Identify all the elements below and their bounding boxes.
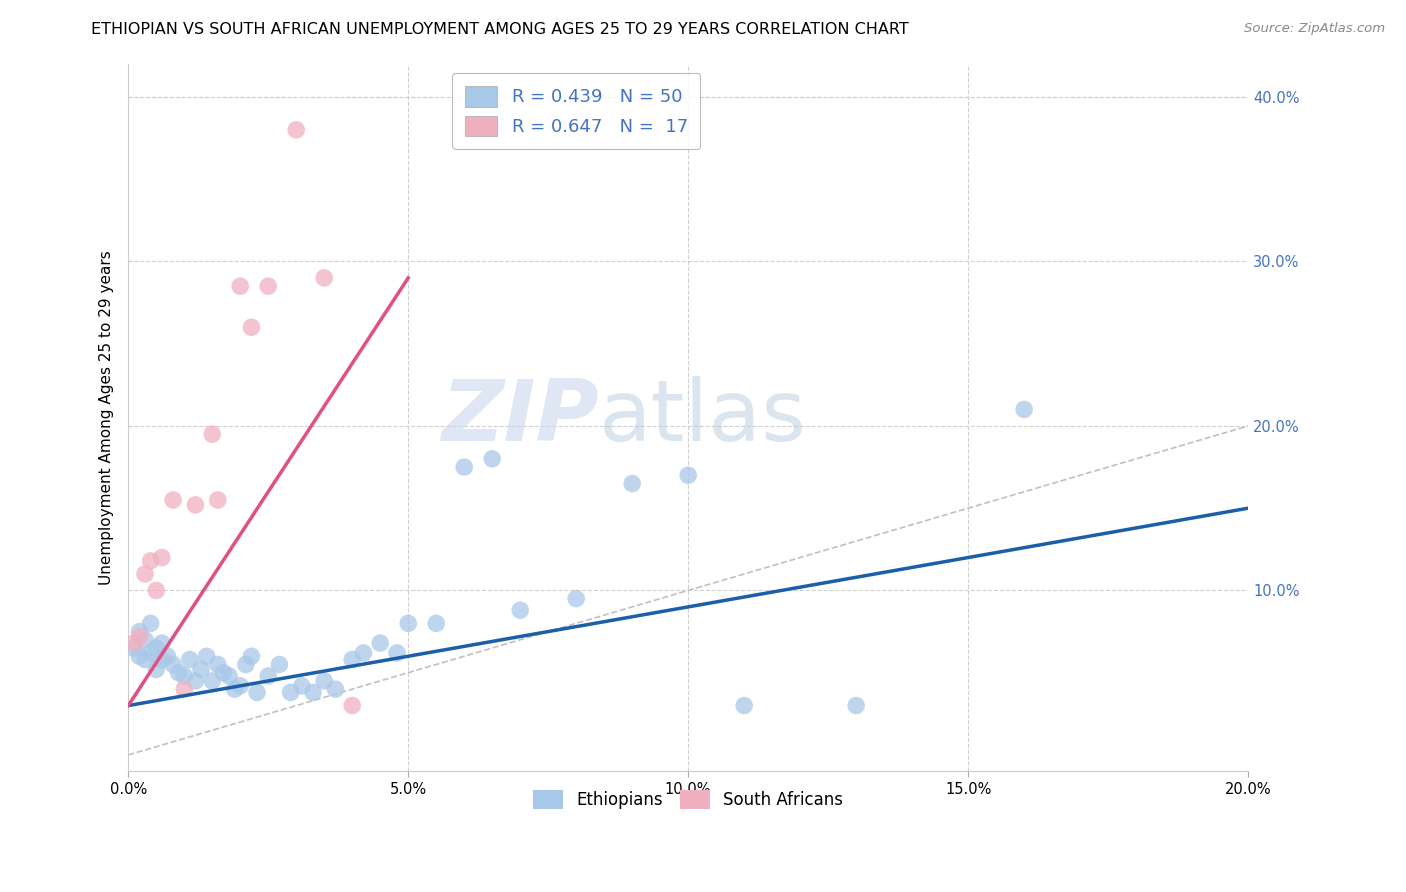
Y-axis label: Unemployment Among Ages 25 to 29 years: Unemployment Among Ages 25 to 29 years bbox=[100, 251, 114, 585]
Point bbox=[139, 616, 162, 631]
Point bbox=[134, 632, 156, 647]
Point bbox=[128, 649, 150, 664]
Point bbox=[385, 646, 408, 660]
Point bbox=[201, 427, 224, 442]
Point bbox=[257, 669, 280, 683]
Point bbox=[235, 657, 257, 672]
Point bbox=[128, 624, 150, 639]
Point bbox=[621, 476, 644, 491]
Point bbox=[396, 616, 419, 631]
Point bbox=[195, 649, 218, 664]
Point bbox=[291, 679, 314, 693]
Point bbox=[145, 583, 167, 598]
Point bbox=[257, 279, 280, 293]
Point bbox=[224, 682, 246, 697]
Point bbox=[179, 652, 201, 666]
Point bbox=[145, 640, 167, 655]
Point bbox=[240, 320, 263, 334]
Point bbox=[733, 698, 755, 713]
Point bbox=[134, 566, 156, 581]
Point bbox=[1012, 402, 1035, 417]
Point bbox=[314, 271, 336, 285]
Point bbox=[368, 636, 391, 650]
Point bbox=[167, 665, 190, 680]
Point bbox=[229, 279, 252, 293]
Point bbox=[150, 550, 173, 565]
Point bbox=[229, 679, 252, 693]
Point bbox=[352, 646, 374, 660]
Point bbox=[845, 698, 868, 713]
Point bbox=[162, 657, 184, 672]
Point bbox=[139, 554, 162, 568]
Point bbox=[314, 673, 336, 688]
Point bbox=[173, 669, 195, 683]
Point bbox=[453, 460, 475, 475]
Point bbox=[207, 493, 229, 508]
Point bbox=[285, 123, 308, 137]
Point bbox=[218, 669, 240, 683]
Point bbox=[280, 685, 302, 699]
Point bbox=[269, 657, 291, 672]
Point bbox=[246, 685, 269, 699]
Point bbox=[162, 493, 184, 508]
Point bbox=[184, 673, 207, 688]
Point bbox=[240, 649, 263, 664]
Point bbox=[425, 616, 447, 631]
Point bbox=[509, 603, 531, 617]
Text: Source: ZipAtlas.com: Source: ZipAtlas.com bbox=[1244, 22, 1385, 36]
Point bbox=[145, 662, 167, 676]
Point bbox=[201, 673, 224, 688]
Point bbox=[481, 451, 503, 466]
Point bbox=[122, 636, 145, 650]
Point bbox=[122, 640, 145, 655]
Text: atlas: atlas bbox=[599, 376, 807, 459]
Point bbox=[207, 657, 229, 672]
Legend: Ethiopians, South Africans: Ethiopians, South Africans bbox=[526, 783, 849, 816]
Point bbox=[150, 636, 173, 650]
Text: ETHIOPIAN VS SOUTH AFRICAN UNEMPLOYMENT AMONG AGES 25 TO 29 YEARS CORRELATION CH: ETHIOPIAN VS SOUTH AFRICAN UNEMPLOYMENT … bbox=[91, 22, 910, 37]
Point bbox=[128, 630, 150, 644]
Point bbox=[173, 682, 195, 697]
Point bbox=[134, 652, 156, 666]
Point bbox=[325, 682, 347, 697]
Text: ZIP: ZIP bbox=[441, 376, 599, 459]
Point bbox=[184, 498, 207, 512]
Point bbox=[565, 591, 588, 606]
Point bbox=[342, 698, 364, 713]
Point bbox=[342, 652, 364, 666]
Point bbox=[139, 646, 162, 660]
Point bbox=[302, 685, 325, 699]
Point bbox=[190, 662, 212, 676]
Point bbox=[212, 665, 235, 680]
Point bbox=[150, 652, 173, 666]
Point bbox=[676, 468, 699, 483]
Point bbox=[156, 649, 179, 664]
